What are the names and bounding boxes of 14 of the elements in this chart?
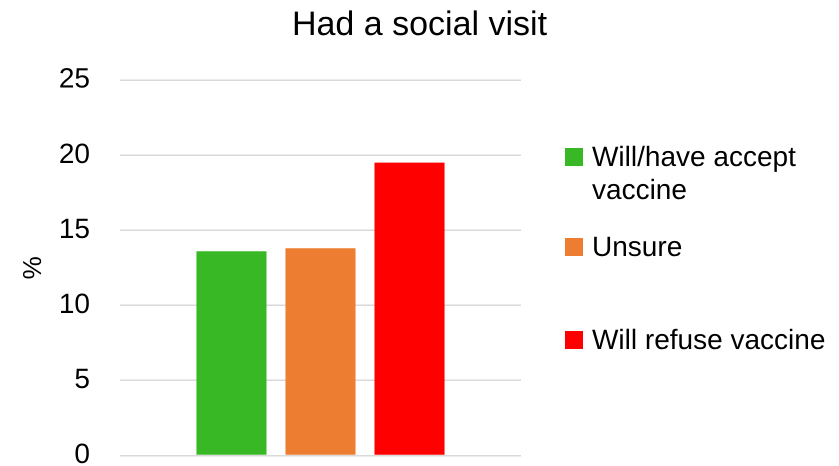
y-tick-label: 0 bbox=[74, 438, 90, 466]
legend-label: Will refuse vaccine bbox=[592, 323, 826, 356]
chart-title: Had a social visit bbox=[290, 4, 548, 45]
legend-label: Will/have accept vaccine bbox=[592, 140, 797, 206]
y-axis-title: % bbox=[16, 256, 47, 280]
bar bbox=[374, 162, 445, 455]
y-tick-label: 15 bbox=[58, 212, 90, 244]
y-tick-label: 10 bbox=[58, 288, 90, 320]
bar bbox=[196, 251, 267, 455]
y-tick-label: 25 bbox=[58, 62, 90, 94]
y-tick-label: 20 bbox=[58, 138, 90, 169]
y-tick-label: 5 bbox=[74, 363, 90, 394]
bar bbox=[285, 248, 356, 455]
legend-label: Unsure bbox=[592, 230, 682, 263]
